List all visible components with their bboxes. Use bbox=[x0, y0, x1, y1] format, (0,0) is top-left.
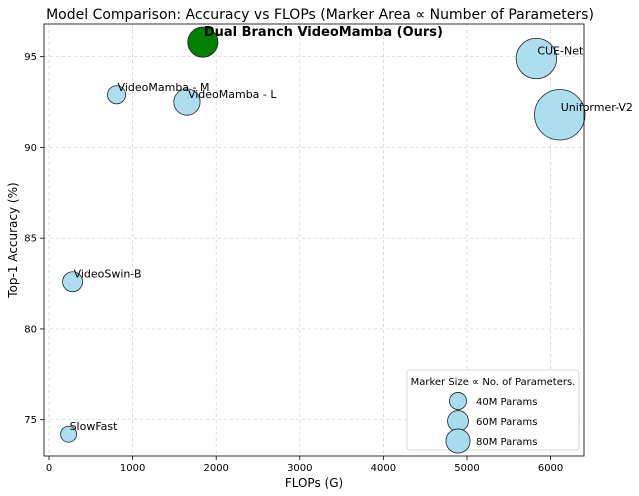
point-label: VideoMamba - L bbox=[188, 88, 277, 101]
x-tick-label: 5000 bbox=[454, 463, 479, 474]
legend: Marker Size ∝ No. of Parameters. 40M Par… bbox=[406, 369, 580, 454]
legend-entry-label: 60M Params bbox=[476, 417, 537, 428]
data-points bbox=[60, 26, 586, 443]
x-tick-label: 2000 bbox=[203, 463, 228, 474]
data-point bbox=[187, 26, 219, 58]
point-labels: SlowFast VideoSwin-B VideoMamba - MVideoMa… bbox=[70, 25, 633, 433]
x-tick-label: 0 bbox=[46, 463, 52, 474]
data-point bbox=[62, 271, 84, 293]
x-tick-label: 1000 bbox=[120, 463, 145, 474]
point-label: Dual Branch VideoMamba (Ours) bbox=[204, 25, 443, 40]
point-label: Uniformer-V2 bbox=[561, 101, 633, 114]
y-tick-label: 95 bbox=[24, 52, 37, 63]
y-tick-label: 80 bbox=[24, 324, 37, 335]
y-tick-label: 90 bbox=[24, 143, 37, 154]
point-label: VideoMamba - M bbox=[118, 81, 210, 94]
legend-marker bbox=[447, 410, 469, 432]
y-axis-label: Top-1 Accuracy (%) bbox=[6, 182, 20, 298]
data-point bbox=[515, 37, 558, 80]
legend-marker bbox=[449, 392, 467, 410]
point-label: VideoSwin-B bbox=[74, 268, 142, 281]
legend-title: Marker Size ∝ No. of Parameters. bbox=[411, 377, 576, 388]
data-point bbox=[107, 85, 127, 105]
grid-lines bbox=[44, 24, 584, 456]
x-tick-label: 4000 bbox=[371, 463, 396, 474]
legend-box bbox=[406, 369, 580, 451]
data-point bbox=[534, 89, 586, 141]
data-point bbox=[173, 88, 201, 116]
x-axis-ticks: 0 1000 2000 3000 4000 5000 6000 bbox=[46, 456, 563, 474]
plot-frame bbox=[43, 23, 585, 457]
data-point bbox=[60, 425, 77, 443]
x-axis-label: FLOPs (G) bbox=[285, 476, 343, 490]
y-axis-ticks: 75 80 85 90 95 bbox=[24, 52, 44, 426]
point-label: SlowFast bbox=[70, 420, 119, 433]
legend-entries: 40M Params 60M Params 80M Params bbox=[445, 392, 537, 454]
x-tick-label: 3000 bbox=[287, 463, 312, 474]
legend-marker bbox=[445, 428, 471, 454]
point-label: CUE-Net bbox=[537, 44, 584, 57]
y-tick-label: 85 bbox=[24, 234, 37, 245]
y-tick-label: 75 bbox=[24, 415, 37, 426]
chart-title: Model Comparison: Accuracy vs FLOPs (Mar… bbox=[46, 7, 594, 23]
x-tick-label: 6000 bbox=[538, 463, 563, 474]
legend-entry-label: 80M Params bbox=[476, 437, 537, 448]
legend-entry-label: 40M Params bbox=[476, 397, 537, 408]
